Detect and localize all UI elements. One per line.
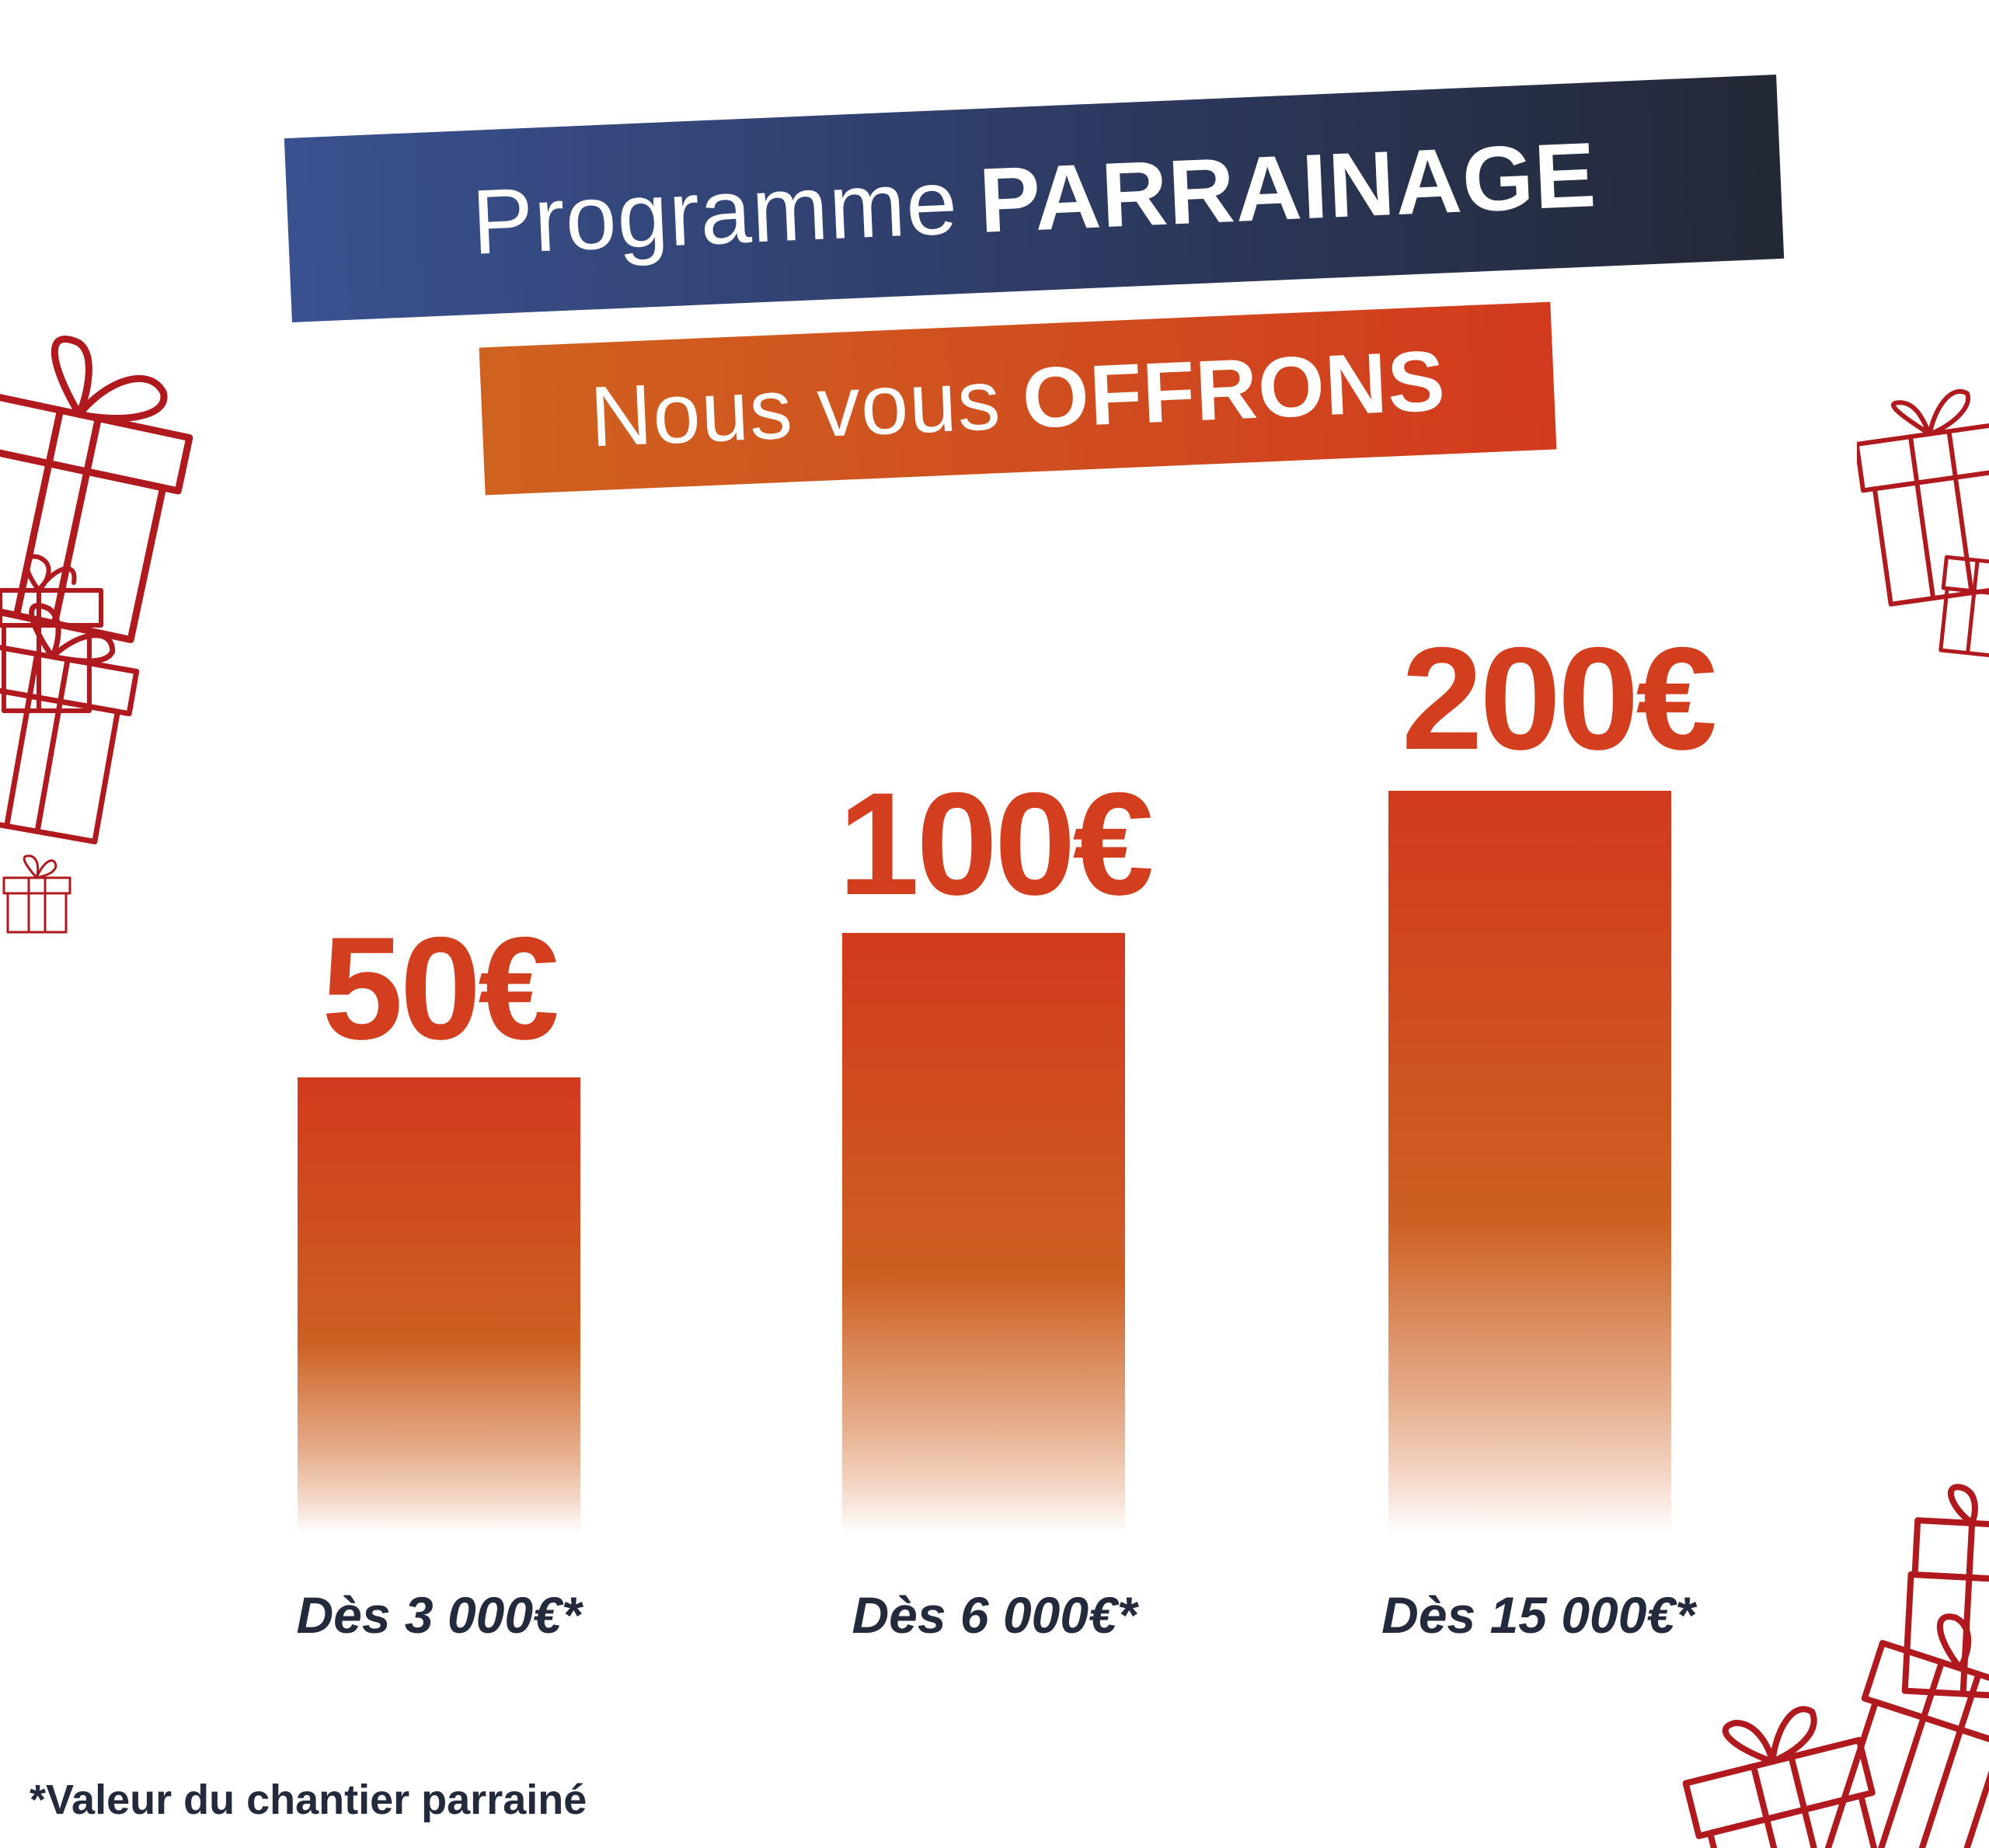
gift-stack-icon <box>1682 1484 1989 1848</box>
subtitle-bold: OFFRONS <box>1020 332 1447 447</box>
bar-200 <box>1388 791 1671 1534</box>
title-light: Programme <box>469 150 960 274</box>
footnote: *Valeur du chantier parrainé <box>30 1777 587 1823</box>
bar-50 <box>298 1077 580 1534</box>
gift-stack-icon <box>1857 389 1989 659</box>
bar-threshold-label: Dès 15 000€* <box>1381 1586 1695 1644</box>
bar-threshold-label: Dès 6 000€* <box>852 1586 1137 1644</box>
bar-value-label: 200€ <box>1401 617 1717 780</box>
bar-value-label: 100€ <box>838 762 1154 925</box>
title-bold: PARRAINAGE <box>977 123 1599 252</box>
bar-value-label: 50€ <box>322 907 559 1070</box>
title-banner: Programme PARRAINAGE <box>284 75 1785 322</box>
bar-threshold-label: Dès 3 000€* <box>296 1586 582 1644</box>
subtitle-banner: Nous vous OFFRONS <box>479 301 1557 496</box>
gift-stack-icon <box>0 336 193 934</box>
bar-100 <box>842 933 1125 1534</box>
subtitle-light: Nous vous <box>588 351 1003 465</box>
